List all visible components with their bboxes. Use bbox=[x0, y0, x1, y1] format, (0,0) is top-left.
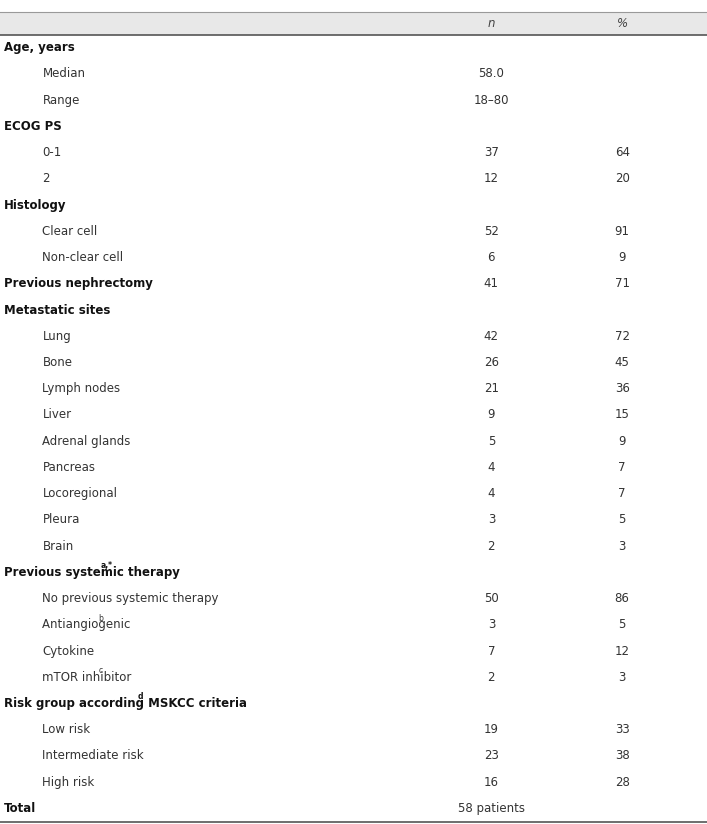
Text: n: n bbox=[488, 17, 495, 30]
Text: 45: 45 bbox=[614, 356, 630, 369]
Text: 2: 2 bbox=[488, 540, 495, 553]
Text: Adrenal glands: Adrenal glands bbox=[42, 435, 131, 447]
Text: Lung: Lung bbox=[42, 330, 71, 343]
Text: a,*: a,* bbox=[100, 561, 112, 570]
Text: c: c bbox=[98, 666, 103, 675]
Text: b: b bbox=[98, 614, 103, 623]
Text: Median: Median bbox=[42, 68, 86, 81]
Text: Lymph nodes: Lymph nodes bbox=[42, 382, 121, 396]
Text: 7: 7 bbox=[619, 461, 626, 474]
Text: 86: 86 bbox=[614, 592, 630, 605]
Text: mTOR inhibitor: mTOR inhibitor bbox=[42, 671, 136, 684]
Text: Locoregional: Locoregional bbox=[42, 487, 117, 500]
Text: Antiangiogenic: Antiangiogenic bbox=[42, 618, 134, 631]
Text: 12: 12 bbox=[484, 172, 499, 185]
Text: Previous systemic therapy: Previous systemic therapy bbox=[4, 566, 184, 578]
Text: 64: 64 bbox=[614, 146, 630, 159]
Text: 36: 36 bbox=[614, 382, 630, 396]
Text: 7: 7 bbox=[488, 644, 495, 658]
Text: Previous nephrectomy: Previous nephrectomy bbox=[4, 278, 153, 290]
Text: Pancreas: Pancreas bbox=[42, 461, 95, 474]
Text: 6: 6 bbox=[488, 251, 495, 264]
Text: 3: 3 bbox=[619, 671, 626, 684]
Text: Total: Total bbox=[4, 802, 36, 815]
Text: Risk group according MSKCC criteria: Risk group according MSKCC criteria bbox=[4, 697, 251, 710]
Text: No previous systemic therapy: No previous systemic therapy bbox=[42, 592, 219, 605]
Text: Cytokine: Cytokine bbox=[42, 644, 95, 658]
Text: 71: 71 bbox=[614, 278, 630, 290]
Text: 3: 3 bbox=[488, 513, 495, 527]
Text: 50: 50 bbox=[484, 592, 498, 605]
Text: 23: 23 bbox=[484, 750, 499, 762]
Text: 5: 5 bbox=[619, 513, 626, 527]
Text: 7: 7 bbox=[619, 487, 626, 500]
Text: 4: 4 bbox=[488, 461, 495, 474]
Text: Age, years: Age, years bbox=[4, 41, 74, 54]
Text: 26: 26 bbox=[484, 356, 499, 369]
Text: Histology: Histology bbox=[4, 199, 66, 212]
Text: 9: 9 bbox=[619, 251, 626, 264]
Text: Liver: Liver bbox=[42, 409, 71, 421]
Text: Bone: Bone bbox=[42, 356, 72, 369]
Text: 91: 91 bbox=[614, 225, 630, 238]
Text: 52: 52 bbox=[484, 225, 499, 238]
Text: 21: 21 bbox=[484, 382, 499, 396]
Text: 0-1: 0-1 bbox=[42, 146, 62, 159]
Text: 9: 9 bbox=[488, 409, 495, 421]
Text: 28: 28 bbox=[614, 775, 630, 789]
Text: Low risk: Low risk bbox=[42, 723, 90, 736]
Text: Pleura: Pleura bbox=[42, 513, 80, 527]
Text: Non-clear cell: Non-clear cell bbox=[42, 251, 124, 264]
Text: 4: 4 bbox=[488, 487, 495, 500]
Text: 38: 38 bbox=[615, 750, 629, 762]
Text: 33: 33 bbox=[615, 723, 629, 736]
Text: 41: 41 bbox=[484, 278, 499, 290]
Text: High risk: High risk bbox=[42, 775, 95, 789]
Text: 58 patients: 58 patients bbox=[458, 802, 525, 815]
Bar bbox=[0, 12, 707, 35]
Text: %: % bbox=[617, 17, 628, 30]
Text: 5: 5 bbox=[619, 618, 626, 631]
Text: Metastatic sites: Metastatic sites bbox=[4, 303, 110, 316]
Text: 3: 3 bbox=[488, 618, 495, 631]
Text: 2: 2 bbox=[42, 172, 50, 185]
Text: 42: 42 bbox=[484, 330, 499, 343]
Text: 2: 2 bbox=[488, 671, 495, 684]
Text: 15: 15 bbox=[614, 409, 630, 421]
Text: 72: 72 bbox=[614, 330, 630, 343]
Text: 37: 37 bbox=[484, 146, 499, 159]
Text: Brain: Brain bbox=[42, 540, 74, 553]
Text: ECOG PS: ECOG PS bbox=[4, 120, 62, 133]
Text: Intermediate risk: Intermediate risk bbox=[42, 750, 144, 762]
Text: Clear cell: Clear cell bbox=[42, 225, 98, 238]
Text: 19: 19 bbox=[484, 723, 499, 736]
Text: d: d bbox=[138, 692, 143, 701]
Text: 18–80: 18–80 bbox=[474, 94, 509, 106]
Text: 12: 12 bbox=[614, 644, 630, 658]
Text: 16: 16 bbox=[484, 775, 499, 789]
Text: 58.0: 58.0 bbox=[479, 68, 504, 81]
Text: 3: 3 bbox=[619, 540, 626, 553]
Text: 5: 5 bbox=[488, 435, 495, 447]
Text: 20: 20 bbox=[614, 172, 630, 185]
Text: Range: Range bbox=[42, 94, 80, 106]
Text: 9: 9 bbox=[619, 435, 626, 447]
